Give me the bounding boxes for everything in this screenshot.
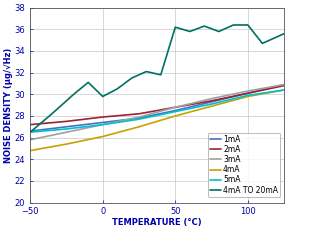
4mA TO 20mA (28, 131, 32, 134)
3mA (246, 90, 250, 92)
2mA (137, 112, 141, 115)
1mA (173, 109, 177, 112)
4mA TO 20mA (282, 32, 286, 35)
4mA TO 20mA (202, 25, 206, 27)
1mA (64, 125, 68, 128)
Line: 4mA TO 20mA: 4mA TO 20mA (30, 25, 284, 132)
Line: 3mA: 3mA (30, 85, 284, 140)
4mA TO 20mA (72, 93, 76, 96)
5mA (28, 131, 32, 134)
Line: 4mA: 4mA (30, 90, 284, 151)
2mA (28, 123, 32, 126)
1mA (246, 92, 250, 95)
3mA (101, 123, 104, 126)
4mA TO 20mA (115, 88, 119, 90)
3mA (28, 138, 32, 141)
2mA (173, 106, 177, 109)
1mA (137, 117, 141, 119)
5mA (64, 128, 68, 130)
Line: 1mA: 1mA (30, 85, 284, 131)
4mA TO 20mA (159, 73, 163, 76)
Legend: 1mA, 2mA, 3mA, 4mA, 5mA, 4mA TO 20mA: 1mA, 2mA, 3mA, 4mA, 5mA, 4mA TO 20mA (208, 133, 280, 197)
4mA (28, 149, 32, 152)
4mA TO 20mA (173, 26, 177, 29)
1mA (101, 121, 104, 124)
5mA (101, 123, 104, 126)
Y-axis label: NOISE DENSITY (μg/√Hz): NOISE DENSITY (μg/√Hz) (4, 48, 13, 163)
4mA (137, 125, 141, 128)
4mA (210, 105, 213, 108)
2mA (64, 120, 68, 123)
3mA (282, 83, 286, 86)
4mA TO 20mA (188, 30, 192, 33)
2mA (282, 84, 286, 87)
1mA (282, 83, 286, 86)
4mA TO 20mA (130, 77, 134, 79)
4mA TO 20mA (260, 42, 264, 45)
2mA (246, 92, 250, 95)
3mA (64, 131, 68, 134)
4mA TO 20mA (246, 24, 250, 26)
5mA (210, 103, 213, 105)
4mA TO 20mA (101, 95, 104, 98)
4mA (64, 143, 68, 146)
4mA TO 20mA (50, 112, 54, 115)
4mA (246, 95, 250, 98)
X-axis label: TEMPERATURE (°C): TEMPERATURE (°C) (112, 218, 202, 227)
4mA (173, 115, 177, 117)
3mA (210, 97, 213, 100)
4mA TO 20mA (144, 70, 148, 73)
4mA (101, 135, 104, 138)
5mA (137, 118, 141, 121)
4mA TO 20mA (86, 81, 90, 84)
4mA (282, 88, 286, 91)
1mA (210, 100, 213, 103)
5mA (246, 94, 250, 97)
2mA (101, 116, 104, 119)
4mA TO 20mA (217, 30, 221, 33)
2mA (210, 99, 213, 102)
1mA (28, 130, 32, 133)
4mA TO 20mA (232, 24, 235, 26)
Line: 5mA: 5mA (30, 90, 284, 132)
5mA (173, 110, 177, 113)
3mA (137, 116, 141, 119)
5mA (282, 88, 286, 91)
3mA (173, 106, 177, 109)
Line: 2mA: 2mA (30, 86, 284, 125)
